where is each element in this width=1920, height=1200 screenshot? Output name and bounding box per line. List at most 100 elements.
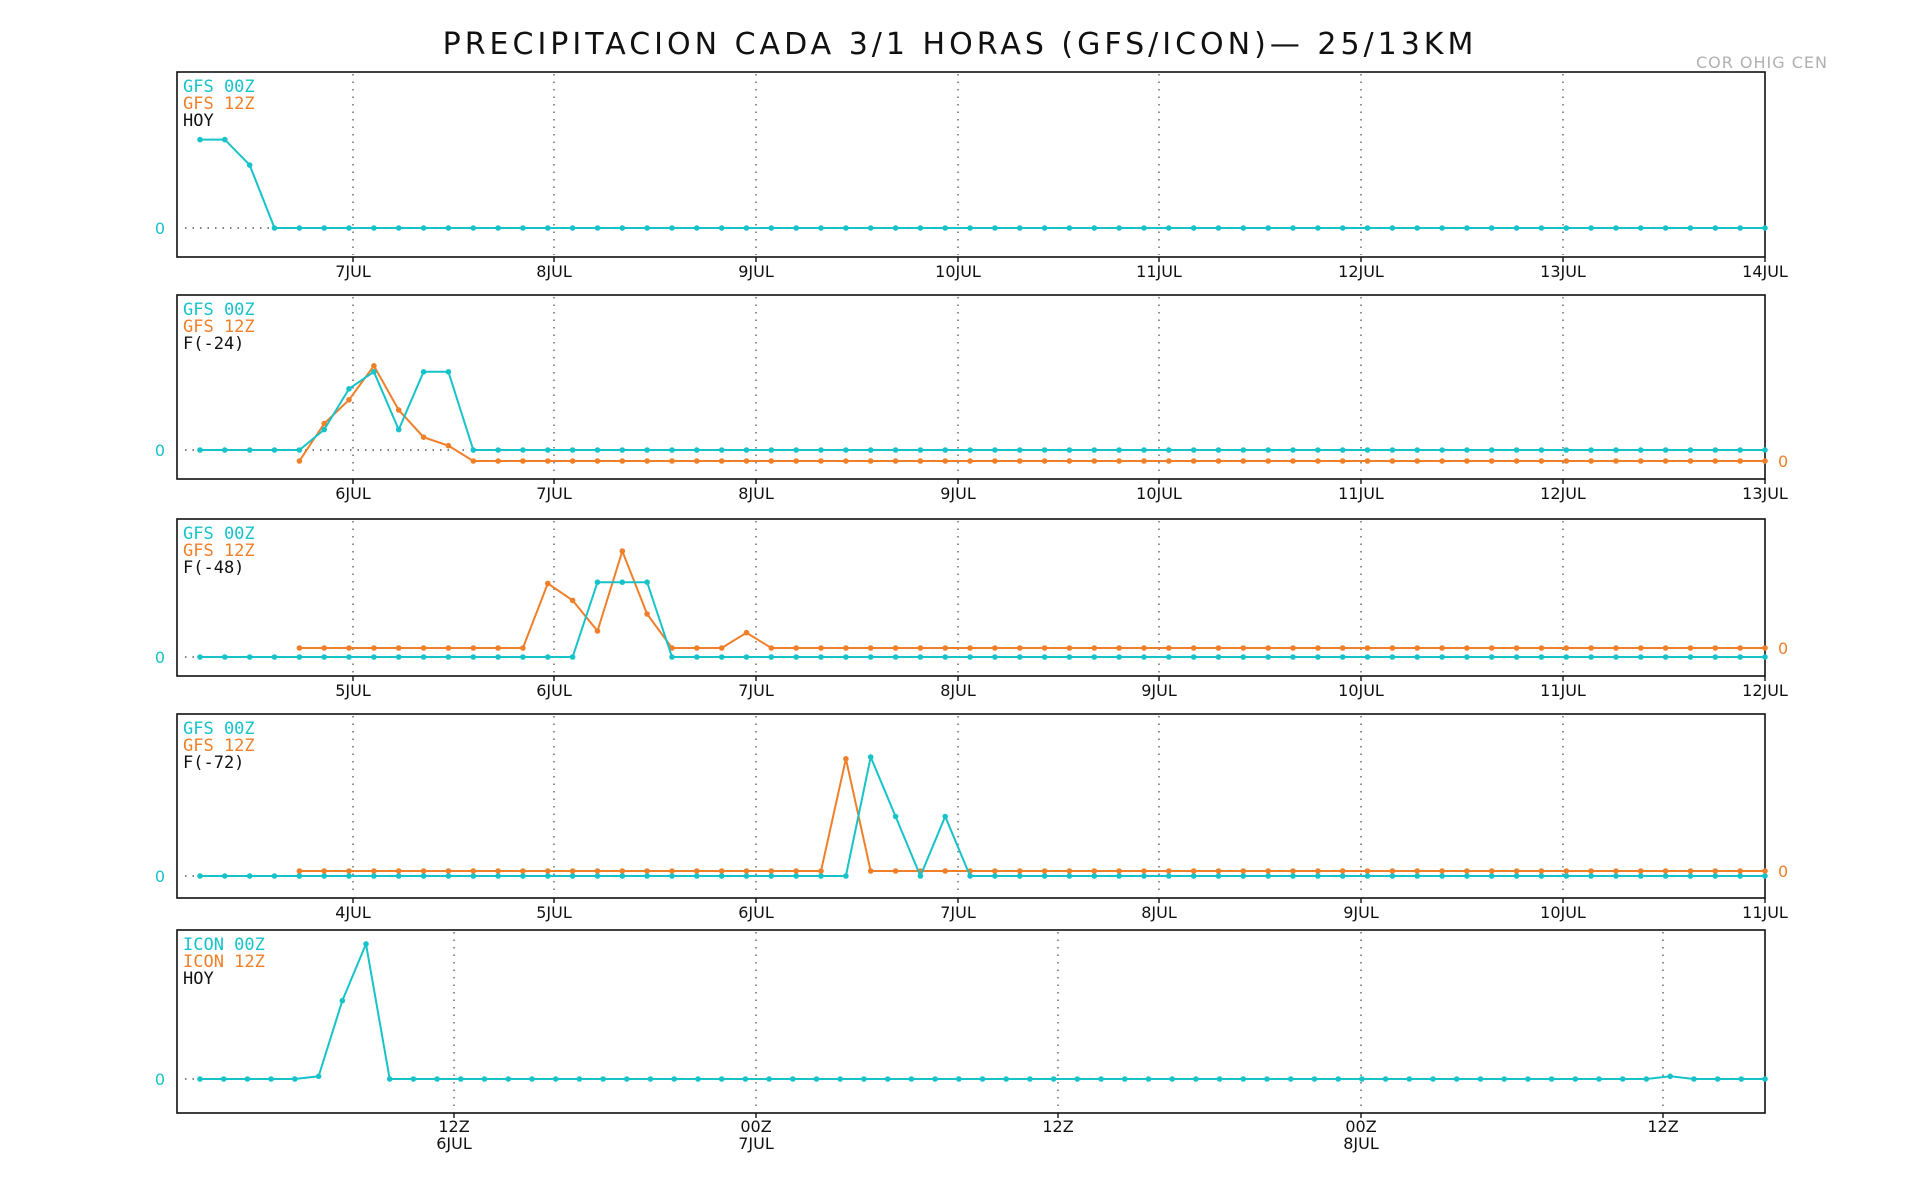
chart-panel-4: 4JUL 5JUL 6JUL 7JUL 8JUL 9JUL 10JUL 11JUL 0 0 GFS …	[155, 713, 1788, 922]
data-point	[892, 447, 899, 453]
data-point	[1193, 1076, 1199, 1082]
data-point	[1613, 645, 1619, 651]
data-point	[1240, 645, 1247, 651]
data-point	[1762, 1076, 1768, 1082]
data-point	[1464, 654, 1470, 660]
data-point	[1215, 645, 1222, 651]
x-tick-label: 7JUL	[940, 903, 976, 922]
data-point	[1563, 458, 1570, 464]
data-point	[594, 458, 601, 464]
data-point	[1439, 225, 1445, 231]
data-point	[1638, 645, 1644, 651]
chart-panel-3: 5JUL 6JUL 7JUL 8JUL 9JUL 10JUL 11JUL 12JUL 0 0 GFS…	[155, 518, 1788, 700]
x-tick-label: 9JUL	[940, 484, 976, 503]
legend-entry: F(-72)	[183, 753, 244, 773]
data-point	[1687, 225, 1694, 231]
data-point	[1216, 1076, 1223, 1082]
data-point	[967, 873, 973, 879]
data-point	[495, 873, 501, 879]
data-point	[470, 654, 477, 660]
data-point	[793, 447, 799, 453]
data-point	[1116, 458, 1122, 464]
data-point	[793, 645, 799, 651]
data-point	[222, 136, 228, 143]
legend-entry: ICON 12Z	[183, 952, 265, 972]
data-point	[1439, 654, 1445, 660]
data-point	[1464, 225, 1470, 231]
data-point	[932, 1076, 938, 1082]
data-point	[1563, 868, 1570, 874]
panel-frame	[176, 929, 1766, 1114]
data-point	[992, 868, 998, 874]
data-point	[1430, 1076, 1436, 1082]
data-point	[1464, 447, 1470, 453]
zero-label-right: 0	[1778, 452, 1788, 471]
data-point	[600, 1076, 606, 1082]
data-point	[505, 1076, 512, 1082]
chart-panels: 7JUL 8JUL 9JUL 10JUL 11JUL 12JUL 13JUL 14JUL 0 GF…	[155, 71, 1788, 1153]
data-point	[1215, 868, 1222, 874]
data-point	[321, 873, 328, 879]
data-point	[942, 645, 948, 651]
x-tick-label: 10JUL	[1136, 484, 1182, 503]
data-point	[1389, 225, 1396, 231]
data-point	[669, 458, 675, 464]
data-point	[569, 225, 576, 231]
x-tick-label: 12JUL	[1742, 681, 1788, 700]
data-point	[1166, 645, 1172, 651]
data-point	[1762, 225, 1768, 231]
data-point	[1240, 458, 1247, 464]
data-point	[1513, 868, 1520, 874]
data-point	[296, 447, 303, 453]
legend-entry: GFS 12Z	[183, 94, 255, 114]
data-point	[892, 654, 899, 660]
data-point	[768, 447, 775, 453]
data-point	[694, 873, 700, 879]
data-point	[1687, 645, 1694, 651]
data-point	[594, 868, 601, 874]
data-point	[363, 941, 369, 947]
data-point	[1687, 458, 1694, 464]
x-tick-label: 13JUL	[1742, 484, 1788, 503]
data-point	[434, 1076, 440, 1082]
data-point	[520, 654, 526, 660]
data-point	[644, 579, 650, 585]
chart-panel-2: 6JUL 7JUL 8JUL 9JUL 10JUL 11JUL 12JUL 13JUL 0 0 GF…	[155, 294, 1788, 503]
x-tick-label: 8JUL	[738, 484, 774, 503]
panel-frame	[176, 518, 1766, 677]
data-point	[1588, 873, 1594, 879]
data-point	[395, 868, 402, 874]
data-point	[694, 868, 700, 874]
data-point	[1737, 868, 1743, 874]
data-point	[1762, 447, 1768, 453]
data-point	[1265, 447, 1271, 453]
data-point	[1017, 447, 1023, 453]
data-point	[1315, 447, 1321, 453]
data-point	[1737, 458, 1743, 464]
data-point	[867, 868, 874, 874]
data-point	[1613, 225, 1619, 231]
data-point	[1091, 873, 1098, 879]
data-point	[1643, 1076, 1650, 1082]
data-point	[594, 225, 601, 231]
x-tick-label: 8JUL	[940, 681, 976, 700]
panel-frame	[176, 71, 1766, 258]
data-point	[1563, 447, 1570, 453]
data-point	[1488, 645, 1495, 651]
data-point	[545, 225, 551, 231]
data-point	[644, 225, 650, 231]
data-point	[1290, 458, 1296, 464]
legend-entry: GFS 00Z	[183, 77, 255, 97]
data-point	[942, 868, 948, 874]
data-point	[718, 447, 725, 453]
x-tick-label: 7JUL	[738, 681, 774, 700]
data-point	[1166, 458, 1172, 464]
data-point	[197, 136, 203, 143]
data-point	[624, 1076, 630, 1082]
data-point	[395, 225, 402, 231]
data-point	[1538, 868, 1545, 874]
data-point	[892, 225, 899, 231]
x-tick-label: 7JUL	[536, 484, 572, 503]
x-tick-label: 9JUL	[1141, 681, 1177, 700]
data-point	[346, 654, 352, 660]
